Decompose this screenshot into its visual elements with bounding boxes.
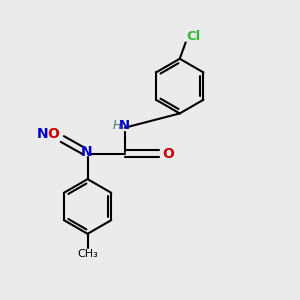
Text: N: N: [119, 119, 130, 132]
Text: Cl: Cl: [186, 30, 200, 43]
Text: CH₃: CH₃: [77, 249, 98, 259]
Text: O: O: [162, 147, 174, 160]
Text: N: N: [80, 145, 92, 159]
Text: N: N: [37, 127, 48, 141]
Text: O: O: [47, 127, 59, 141]
Text: H: H: [113, 119, 122, 132]
